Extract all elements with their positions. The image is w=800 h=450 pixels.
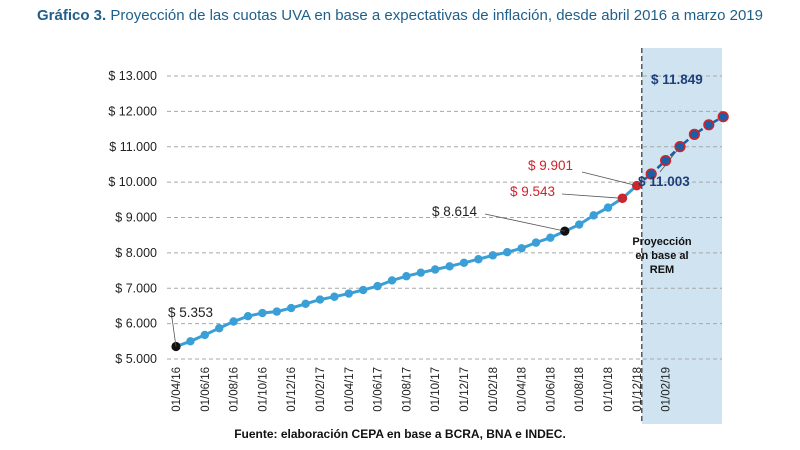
- historical-point: [416, 268, 425, 277]
- historical-point: [301, 299, 310, 309]
- annotation-leader: [581, 171, 637, 187]
- x-tick-label: 01/06/16: [200, 367, 212, 412]
- x-tick-label: 01/06/17: [373, 367, 385, 412]
- y-tick-label: $ 6.000: [115, 317, 157, 331]
- historical-point: [560, 226, 570, 236]
- historical-point: [503, 247, 512, 257]
- source-note: Fuente: elaboración CEPA en base a BCRA,…: [234, 427, 566, 441]
- historical-point: [243, 311, 253, 321]
- annotation-leader: [171, 317, 177, 347]
- x-tick-label: 01/12/17: [459, 367, 471, 412]
- historical-point: [459, 258, 469, 267]
- annotation-leader: [561, 193, 623, 199]
- x-tick-label: 01/02/19: [661, 367, 673, 412]
- x-tick-label: 01/12/18: [632, 367, 644, 412]
- historical-point: [344, 289, 353, 298]
- data-label-proj-2: $ 11.849: [651, 72, 703, 87]
- historical-point: [575, 220, 584, 229]
- y-tick-label: $ 8.000: [115, 246, 157, 260]
- historical-point: [258, 308, 267, 318]
- x-tick-label: 01/12/16: [286, 367, 298, 412]
- historical-series-line: [175, 184, 638, 348]
- projection-point: [717, 111, 729, 123]
- x-tick-label: 01/02/18: [488, 367, 500, 412]
- historical-point: [200, 330, 209, 340]
- data-label-red-1: $ 9.543: [510, 184, 555, 199]
- y-tick-label: $ 7.000: [115, 281, 157, 295]
- historical-point: [229, 317, 238, 326]
- y-tick-label: $ 10.000: [108, 175, 157, 189]
- projection-label: Proyección: [632, 236, 692, 248]
- x-tick-label: 01/08/18: [574, 367, 586, 412]
- historical-point: [387, 276, 397, 285]
- y-tick-label: $ 13.000: [108, 69, 157, 83]
- x-tick-label: 01/08/17: [401, 367, 413, 412]
- x-tick-label: 01/06/18: [545, 367, 557, 412]
- historical-point: [373, 281, 382, 291]
- y-tick-label: $ 12.000: [108, 104, 157, 118]
- historical-point: [603, 203, 613, 212]
- x-tick-label: 01/10/18: [603, 367, 615, 412]
- x-tick-label: 01/10/17: [430, 367, 442, 412]
- historical-point: [445, 262, 454, 271]
- historical-point: [272, 307, 281, 316]
- historical-point: [517, 244, 526, 253]
- projection-point: [688, 128, 701, 140]
- historical-point: [488, 251, 497, 260]
- data-label-start: $ 5.353: [168, 305, 213, 320]
- historical-point: [359, 285, 368, 295]
- y-tick-label: $ 9.000: [115, 211, 157, 225]
- projection-region: [641, 48, 722, 424]
- historical-point: [589, 211, 598, 220]
- y-tick-label: $ 11.000: [109, 140, 157, 154]
- data-label-mid: $ 8.614: [432, 204, 478, 219]
- historical-point: [546, 233, 555, 242]
- x-tick-label: 01/04/18: [517, 367, 529, 412]
- data-label-red-2: $ 9.901: [528, 158, 573, 173]
- chart-title-text: Proyección de las cuotas UVA en base a e…: [106, 7, 763, 24]
- data-label-proj-1: $ 11.003: [638, 174, 690, 189]
- y-tick-label: $ 5.000: [115, 352, 157, 366]
- projection-point: [703, 119, 715, 131]
- x-tick-label: 01/04/16: [171, 367, 183, 412]
- x-tick-label: 01/02/17: [315, 367, 327, 412]
- historical-point: [402, 272, 411, 281]
- historical-point: [287, 303, 296, 313]
- historical-point: [186, 337, 195, 346]
- x-tick-label: 01/08/16: [229, 367, 241, 412]
- x-tick-label: 01/04/17: [344, 367, 356, 412]
- annotation-leader: [484, 213, 565, 232]
- chart-title: Gráfico 3. Proyección de las cuotas UVA …: [20, 4, 780, 27]
- historical-point: [431, 265, 440, 274]
- annotation-leader: [659, 146, 681, 173]
- chart-title-bold: Gráfico 3.: [37, 7, 107, 24]
- historical-point: [474, 255, 483, 264]
- projection-point: [645, 168, 657, 180]
- historical-point: [330, 292, 339, 301]
- x-tick-label: 01/10/16: [257, 367, 269, 412]
- historical-point: [531, 238, 541, 247]
- historical-point: [315, 295, 325, 304]
- projection-label: REM: [650, 264, 674, 276]
- projection-label: en base al: [635, 250, 688, 262]
- historical-point: [215, 324, 224, 333]
